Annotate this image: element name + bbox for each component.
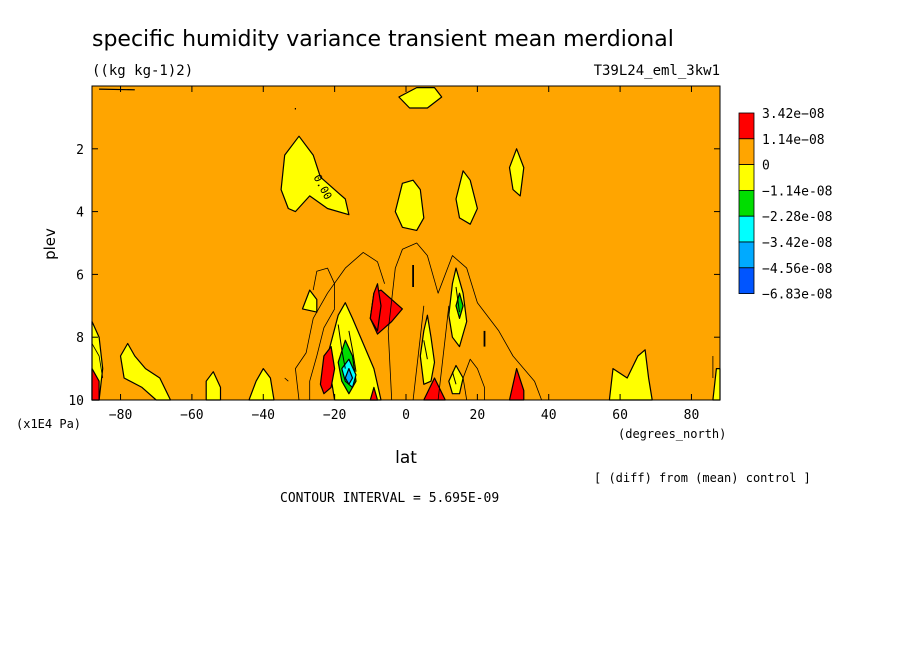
x-tick-label: −60 [180, 408, 203, 423]
experiment-label: T39L24_eml_3kw1 [594, 63, 720, 79]
contour-line-0 [99, 88, 135, 91]
contour-region-yellow-13 [419, 314, 436, 385]
legend-swatch [738, 189, 755, 217]
x-tick-label: 40 [541, 408, 557, 423]
contour-line-2 [387, 242, 542, 401]
contour-region-red-22 [319, 346, 336, 395]
contour-region-yellow-0 [398, 86, 443, 109]
y-tick-label: 10 [68, 394, 84, 409]
legend-label: −6.83e-08 [762, 288, 832, 303]
legend-swatch [738, 138, 755, 166]
y-tick-label: 6 [76, 268, 84, 283]
x-tick-label: −40 [252, 408, 275, 423]
contour-line-6 [412, 305, 425, 401]
contour-line-16 [423, 340, 428, 360]
x-tick-label: 0 [402, 408, 410, 423]
contour-line-9 [91, 343, 104, 379]
legend-label: 0 [762, 159, 770, 174]
contour-region-yellow-10 [608, 349, 653, 401]
contour-line-3 [294, 251, 385, 401]
x-tick-label: −20 [323, 408, 346, 423]
contour-line-18 [451, 371, 457, 385]
legend-swatch [738, 241, 755, 269]
contour-lines [91, 88, 714, 401]
legend: 3.42e−08 1.14e−08 0 −1.14e-08 −2.28e-08 −3.42… [738, 107, 832, 303]
x-tick-label: 80 [684, 408, 700, 423]
legend-label: −1.14e-08 [762, 184, 832, 199]
contour-regions [91, 86, 721, 401]
x-axis: −80 −60 −40 −20 0 20 40 60 80 [109, 86, 699, 423]
legend-swatch [738, 215, 755, 243]
contour-region-yellow-5 [301, 289, 318, 313]
x-axis-label: lat [395, 448, 417, 468]
legend-label: −4.56e-08 [762, 262, 832, 277]
contour-line-7 [437, 305, 450, 401]
plot-background [92, 86, 720, 400]
y-tick-label: 4 [76, 206, 84, 221]
x-axis-units: (degrees_north) [618, 427, 726, 441]
x-tick-label: −80 [109, 408, 132, 423]
y-axis-units: (x1E4 Pa) [16, 417, 81, 431]
contour-line-5 [309, 308, 335, 400]
contour-region-yellow-7 [119, 342, 172, 401]
contour-line-13 [284, 377, 289, 382]
contour-region-yellow-2 [394, 179, 425, 231]
contour-line-8 [462, 358, 485, 401]
contour-line-15 [348, 330, 357, 372]
plot-area: 0.00 [91, 85, 721, 401]
y-axis-label: plev [41, 228, 59, 260]
diff-note: [ (diff) from (mean) control ] [594, 471, 811, 485]
legend-swatch [738, 112, 755, 140]
contour-region-yellow-1 [280, 135, 350, 216]
legend-label: 3.42e−08 [762, 107, 825, 122]
x-tick-label: 60 [612, 408, 628, 423]
contour-region-blue-19 [344, 368, 354, 385]
contour-region-yellow-4 [508, 148, 525, 197]
contour-interval: CONTOUR INTERVAL = 5.695E-09 [280, 491, 499, 506]
legend-label: 1.14e−08 [762, 133, 825, 148]
legend-label: −2.28e-08 [762, 210, 832, 225]
legend-swatch [738, 164, 755, 191]
contour-region-yellow-3 [455, 170, 478, 225]
contour-region-yellow-15 [448, 364, 464, 395]
x-tick-label: 20 [470, 408, 486, 423]
y-axis: 2 4 6 8 10 [68, 143, 720, 409]
y-tick-label: 8 [76, 331, 84, 346]
contour-line-14 [337, 324, 346, 369]
chart-units: ((kg kg-1)2) [92, 63, 193, 79]
contour-line-17 [455, 286, 460, 313]
contour-line-4 [312, 267, 336, 309]
y-tick-label: 2 [76, 143, 84, 158]
legend-label: −3.42e-08 [762, 236, 832, 251]
chart-title: specific humidity variance transient mea… [92, 27, 674, 52]
legend-swatch [738, 267, 755, 294]
contour-region-red-21 [369, 283, 382, 332]
